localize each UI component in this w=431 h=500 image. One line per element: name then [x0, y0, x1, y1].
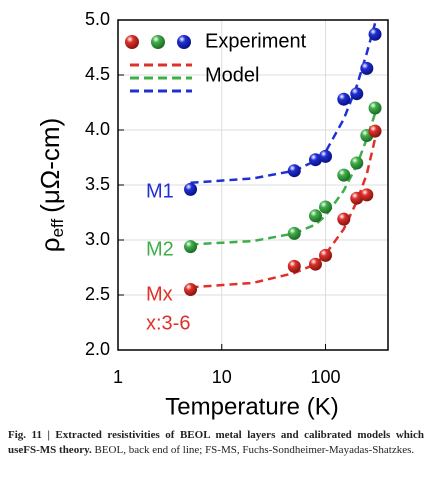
data-point [350, 191, 364, 205]
y-label-subscript: eff [48, 219, 67, 238]
data-point [319, 248, 333, 262]
data-point [308, 153, 322, 167]
y-tick-label: 2.5 [85, 284, 110, 304]
data-point [337, 92, 351, 106]
legend-marker [151, 35, 165, 49]
data-point [337, 168, 351, 182]
caption-bold: Fig. 11 | Extracted resistivities of BEO… [8, 429, 424, 456]
data-point [308, 257, 322, 271]
data-point [184, 240, 198, 254]
series-label: M2 [146, 238, 174, 260]
data-point [360, 188, 374, 202]
y-tick-label: 5.0 [85, 9, 110, 29]
y-tick-label: 4.5 [85, 64, 110, 84]
caption: Fig. 11 | Extracted resistivities of BEO… [8, 428, 424, 458]
data-point [319, 149, 333, 163]
y-tick-label: 3.5 [85, 174, 110, 194]
x-tick-label: 10 [212, 367, 232, 387]
series-note: x:3-6 [146, 312, 190, 334]
data-point [184, 182, 198, 196]
legend-label: Model [205, 64, 259, 86]
data-point [368, 124, 382, 138]
chart: Temperature (K) ρeff (μΩ-cm) Experiment M… [35, 9, 389, 420]
data-point [308, 209, 322, 223]
y-tick-label: 2.0 [85, 339, 110, 359]
x-tick-label: 1 [113, 367, 123, 387]
legend-marker [177, 35, 191, 49]
data-point [337, 212, 351, 226]
data-point [287, 226, 301, 240]
data-point [368, 27, 382, 41]
y-axis-label: ρeff (μΩ-cm) [35, 118, 68, 252]
data-point [287, 164, 301, 178]
data-point [350, 87, 364, 101]
y-tick-label: 3.0 [85, 229, 110, 249]
data-point [184, 283, 198, 296]
data-point [319, 200, 333, 214]
caption-text: BEOL, back end of line; FS-MS, Fuchs-Son… [94, 444, 415, 456]
x-tick-label: 100 [311, 367, 341, 387]
series-label: Mx [146, 283, 173, 305]
legend-label: Experiment [205, 30, 307, 52]
y-tick-label: 4.0 [85, 119, 110, 139]
data-point [360, 61, 374, 75]
model-line [190, 138, 377, 289]
data-point [287, 259, 301, 273]
y-label-symbol: ρ [35, 237, 65, 252]
legend-marker [125, 35, 139, 49]
data-point [350, 156, 364, 170]
data-point [368, 101, 382, 115]
y-label-unit: (μΩ-cm) [35, 118, 65, 213]
series-label: M1 [146, 180, 174, 202]
x-axis-label: Temperature (K) [165, 393, 338, 420]
